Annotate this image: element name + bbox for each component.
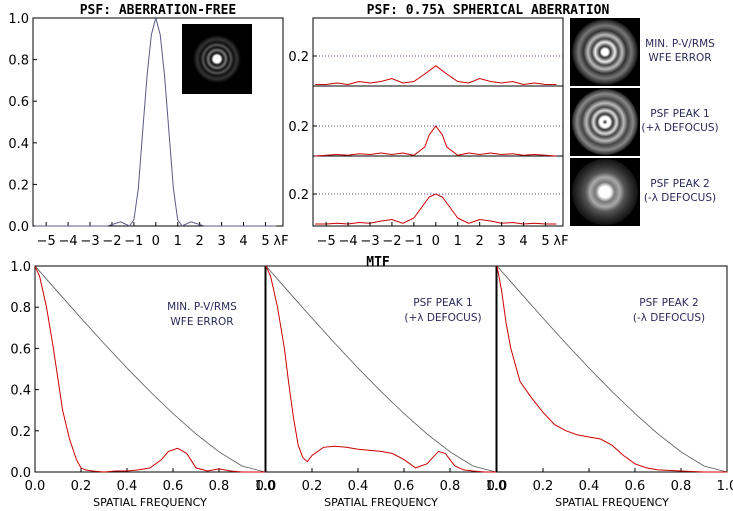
psf-free-x-tick-label: 2 xyxy=(196,234,204,249)
mtf-x-tick-label: 0.8 xyxy=(671,479,692,494)
psf-aberration-free-chart: 0.0 0.2 0.4 0.6 0.8 1.0 −5 −4 −3 −2 −1 0 1 2 3 4 5 λF xyxy=(8,12,288,249)
mtf-panel-label: MIN. P-V/RMS xyxy=(167,301,237,313)
psf-sa-x-tick-label: −1 xyxy=(404,234,423,249)
mtf-x-tick-label: 0.6 xyxy=(163,479,184,494)
psf-free-y-tick-label: 0.4 xyxy=(8,137,29,152)
psf-free-x-tick-label: −4 xyxy=(59,234,78,249)
mtf-panel-label: (+λ DEFOCUS) xyxy=(404,312,481,324)
psf-free-title: PSF: ABERRATION-FREE xyxy=(80,3,237,18)
psf-sa-x-tick-label: −4 xyxy=(339,234,358,249)
psf-free-plot-frame xyxy=(32,17,284,227)
psf-sa-series-line xyxy=(315,193,557,225)
mtf-y-tick-label: 0.2 xyxy=(10,425,31,440)
mtf-x-tick-label: 0.0 xyxy=(256,479,277,494)
mtf-ideal-line xyxy=(496,265,728,473)
mtf-x-tick-label: 0.6 xyxy=(625,479,646,494)
mtf-x-tick-label: 0.0 xyxy=(487,479,508,494)
psf-free-x-axis-label: λF xyxy=(273,234,288,249)
psf-free-x-tick-label: 5 xyxy=(261,234,269,249)
mtf-x-tick-label: 0.8 xyxy=(209,479,230,494)
psf-sa-plot-frame xyxy=(312,17,564,227)
psf-image-peak-1 xyxy=(570,88,640,156)
psf-free-series-line xyxy=(35,16,277,227)
mtf-x-tick-label: 0.4 xyxy=(348,479,369,494)
psf-sa-x-axis-label: λF xyxy=(553,234,568,249)
psf-sa-x-tick-label: 5 xyxy=(541,234,549,249)
mtf-x-tick-label: 0.8 xyxy=(440,479,461,494)
psf-sa-panel-label: (-λ DEFOCUS) xyxy=(644,192,716,204)
psf-free-x-tick-label: 4 xyxy=(239,234,247,249)
psf-free-x-tick-label: 1 xyxy=(174,234,182,249)
psf-sa-panel-label: PSF PEAK 1 xyxy=(650,108,709,120)
mtf-x-tick-label: 0.2 xyxy=(71,479,92,494)
mtf-x-tick-label: 0.6 xyxy=(394,479,415,494)
mtf-x-tick-label: 0.0 xyxy=(25,479,46,494)
mtf-panel-label: (-λ DEFOCUS) xyxy=(633,312,705,324)
mtf-x-tick-label: 0.4 xyxy=(117,479,138,494)
psf-free-y-tick-label: 0.6 xyxy=(8,95,29,110)
mtf-title: MTF xyxy=(366,255,390,270)
psf-free-x-tick-label: −1 xyxy=(124,234,143,249)
psf-free-y-tick-label: 0.8 xyxy=(8,54,29,69)
mtf-chart: 0.0 0.2 0.4 0.6 0.8 1.0 SPATIAL FREQUENCY MIN. … xyxy=(10,260,733,509)
psf-spherical-aberration-chart: 0.2 MIN. P-V/RMS WFE ERROR 0.2 PSF PEAK 1 (+λ… xyxy=(288,17,719,249)
mtf-panel-frame xyxy=(34,265,266,473)
mtf-series-line xyxy=(34,265,265,473)
psf-sa-title: PSF: 0.75λ SPHERICAL ABERRATION xyxy=(367,3,610,18)
psf-sa-x-tick-label: 2 xyxy=(476,234,484,249)
mtf-x-tick-label: 0.2 xyxy=(302,479,323,494)
mtf-series-line xyxy=(496,265,727,473)
mtf-x-axis-label: SPATIAL FREQUENCY xyxy=(555,496,669,509)
mtf-x-tick-label: 1.0 xyxy=(717,479,733,494)
psf-sa-panel-label: PSF PEAK 2 xyxy=(650,178,709,190)
mtf-ideal-line xyxy=(265,265,497,473)
mtf-y-tick-label: 0.0 xyxy=(10,466,31,481)
mtf-y-tick-label: 1.0 xyxy=(10,260,31,275)
mtf-y-tick-label: 0.6 xyxy=(10,342,31,357)
psf-free-y-tick-label: 0.2 xyxy=(8,178,29,193)
psf-sa-x-tick-label: 0 xyxy=(432,234,440,249)
psf-free-y-tick-label: 1.0 xyxy=(8,12,29,27)
psf-free-x-tick-label: −5 xyxy=(37,234,56,249)
psf-image-peak-2 xyxy=(570,158,640,226)
mtf-panel-frame xyxy=(265,265,497,473)
psf-sa-series-line xyxy=(315,65,557,86)
psf-sa-y-tick-label: 0.2 xyxy=(288,120,309,135)
psf-sa-x-tick-label: 4 xyxy=(519,234,527,249)
mtf-panel-frame xyxy=(496,265,728,473)
psf-sa-x-tick-label: −2 xyxy=(382,234,401,249)
psf-sa-y-tick-label: 0.2 xyxy=(288,188,309,203)
mtf-x-tick-label: 1.0 xyxy=(255,479,276,494)
psf-sa-panel-label: WFE ERROR xyxy=(648,52,711,64)
airy-disc-image xyxy=(182,24,252,94)
psf-sa-y-tick-label: 0.2 xyxy=(288,50,309,65)
mtf-ideal-line xyxy=(34,265,266,473)
psf-sa-x-tick-label: 3 xyxy=(497,234,505,249)
mtf-x-axis-label: SPATIAL FREQUENCY xyxy=(324,496,438,509)
psf-sa-x-tick-label: −3 xyxy=(360,234,379,249)
psf-image-min-wfe xyxy=(570,18,640,86)
psf-sa-series-line xyxy=(315,125,557,157)
mtf-x-tick-label: 1.0 xyxy=(486,479,507,494)
mtf-x-axis-label: SPATIAL FREQUENCY xyxy=(93,496,207,509)
psf-free-y-tick-label: 0.0 xyxy=(8,220,29,235)
psf-free-x-tick-label: 3 xyxy=(217,234,225,249)
psf-sa-panel-label: MIN. P-V/RMS xyxy=(645,38,715,50)
psf-sa-x-tick-label: 1 xyxy=(454,234,462,249)
mtf-y-tick-label: 0.4 xyxy=(10,384,31,399)
mtf-series-line xyxy=(265,265,496,473)
psf-free-x-tick-label: 0 xyxy=(152,234,160,249)
mtf-panel-label: PSF PEAK 2 xyxy=(639,297,698,309)
mtf-x-tick-label: 0.2 xyxy=(533,479,554,494)
mtf-panel-label: PSF PEAK 1 xyxy=(413,297,472,309)
psf-sa-x-tick-label: −5 xyxy=(317,234,336,249)
psf-sa-panel-label: (+λ DEFOCUS) xyxy=(641,122,718,134)
mtf-x-tick-label: 0.4 xyxy=(579,479,600,494)
psf-free-x-tick-label: −2 xyxy=(102,234,121,249)
mtf-panel-label: WFE ERROR xyxy=(170,316,233,328)
psf-free-x-tick-label: −3 xyxy=(80,234,99,249)
mtf-y-tick-label: 0.8 xyxy=(10,301,31,316)
